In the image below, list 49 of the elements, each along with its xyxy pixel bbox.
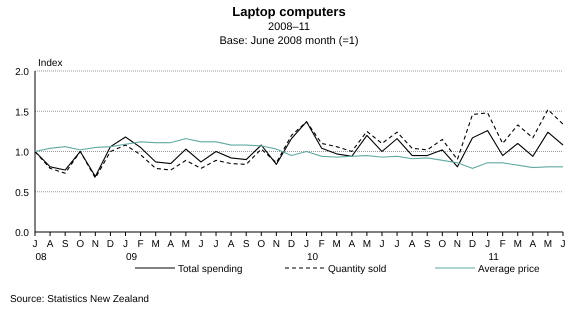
source-note: Source: Statistics New Zealand (10, 294, 149, 305)
y-tick-label: 1.0 (15, 148, 30, 158)
y-tick-label: 0.5 (15, 188, 30, 199)
x-tick-label: A (408, 239, 416, 250)
x-tick-label: D (288, 239, 296, 250)
x-tick-label: A (228, 239, 235, 250)
x-tick-label: D (106, 239, 114, 250)
x-tick-label: J 11 (485, 239, 500, 263)
x-tick-label: J 10 (304, 239, 319, 263)
x-tick-label: A (167, 239, 174, 250)
x-tick-label: J (214, 239, 219, 250)
x-tick-label: J (394, 239, 400, 250)
x-tick-label: F (318, 239, 325, 250)
legend-label: Quantity sold (328, 264, 386, 275)
x-tick-label: M (362, 239, 372, 250)
line-series (34, 138, 564, 169)
x-tick-label: D (468, 239, 476, 250)
legend-label: Total spending (178, 264, 242, 275)
chart-subtitle: 2008–11 Base: June 2008 month (=1) (219, 21, 359, 47)
y-axis-title: Index (38, 58, 62, 69)
y-tick-label: 2.0 (15, 67, 30, 78)
legend-label: Average price (478, 264, 540, 275)
x-tick-label: M (152, 239, 160, 250)
chart-title: Laptop computers (232, 4, 346, 19)
x-tick-label: F (138, 239, 144, 250)
x-tick-label: M (182, 239, 190, 250)
x-tick-label: J 09 (123, 239, 138, 263)
x-tick-label: O (257, 239, 266, 250)
x-tick-label: A (46, 239, 54, 250)
x-tick-label: A (348, 239, 356, 250)
x-tick-label: A (529, 239, 536, 250)
x-tick-label: M (514, 239, 522, 250)
x-tick-label: J (198, 239, 204, 250)
x-tick-label: N (92, 239, 99, 250)
x-tick-label: J (560, 239, 566, 250)
x-tick-label: O (76, 239, 84, 250)
x-tick-label: N (454, 239, 462, 250)
x-tick-label: F (500, 239, 506, 250)
x-tick-label: S (62, 239, 69, 250)
x-tick-label: M (332, 239, 341, 250)
x-tick-label: J 08 (32, 239, 47, 263)
y-tick-label: 0.0 (15, 228, 30, 239)
x-tick-label: J (379, 239, 384, 250)
y-tick-label: 1.5 (15, 107, 30, 118)
x-tick-label: S (242, 239, 250, 250)
x-tick-label: S (424, 239, 431, 250)
x-tick-label: M (544, 239, 552, 250)
x-tick-label: N (272, 239, 280, 250)
x-tick-label: O (438, 239, 446, 250)
